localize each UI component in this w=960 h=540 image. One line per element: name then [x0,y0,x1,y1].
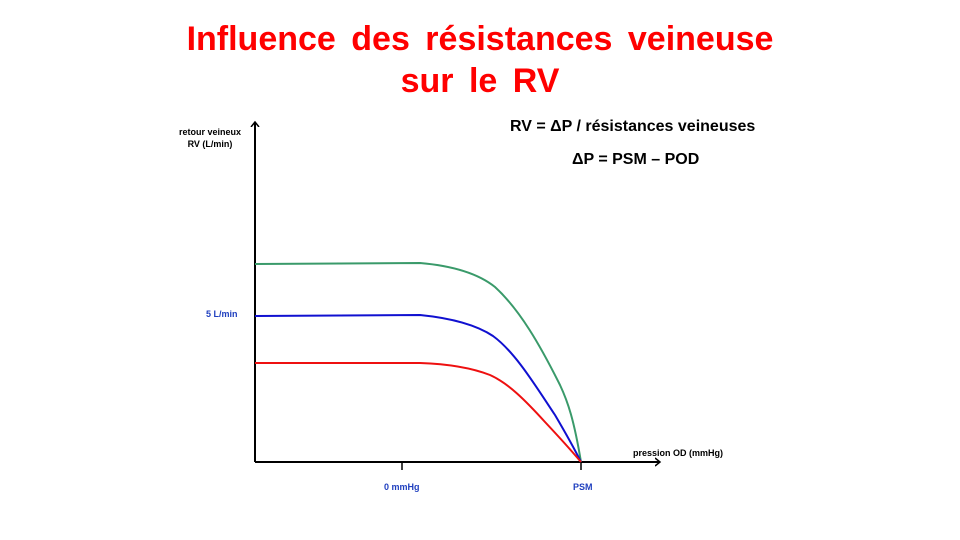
page-title: Influence des résistances veineuse sur l… [0,18,960,102]
y-axis-label-line-2: RV (L/min) [187,139,233,149]
equation-rv: RV = ΔP / résistances veineuses [510,118,756,135]
y-axis-label-line-1: retour veineux [178,127,242,137]
x-axis-label: pression OD (mmHg) [633,448,724,458]
y-axis-label: retour veineux RV (L/min) [160,126,260,150]
equation-delta-p: ΔP = PSM – POD [572,151,700,168]
curve-low-resistance [254,261,582,463]
curve-normal-resistance [254,313,582,463]
y-tick-label-5: 5 L/min [206,309,238,319]
x-tick-label-psm: PSM [573,482,593,492]
title-line-2: sur le RV [400,62,560,100]
curve-high-resistance [255,362,582,463]
x-tick-label-zero: 0 mmHg [384,482,420,492]
title-line-1: Influence des résistances veineuse [186,20,774,58]
